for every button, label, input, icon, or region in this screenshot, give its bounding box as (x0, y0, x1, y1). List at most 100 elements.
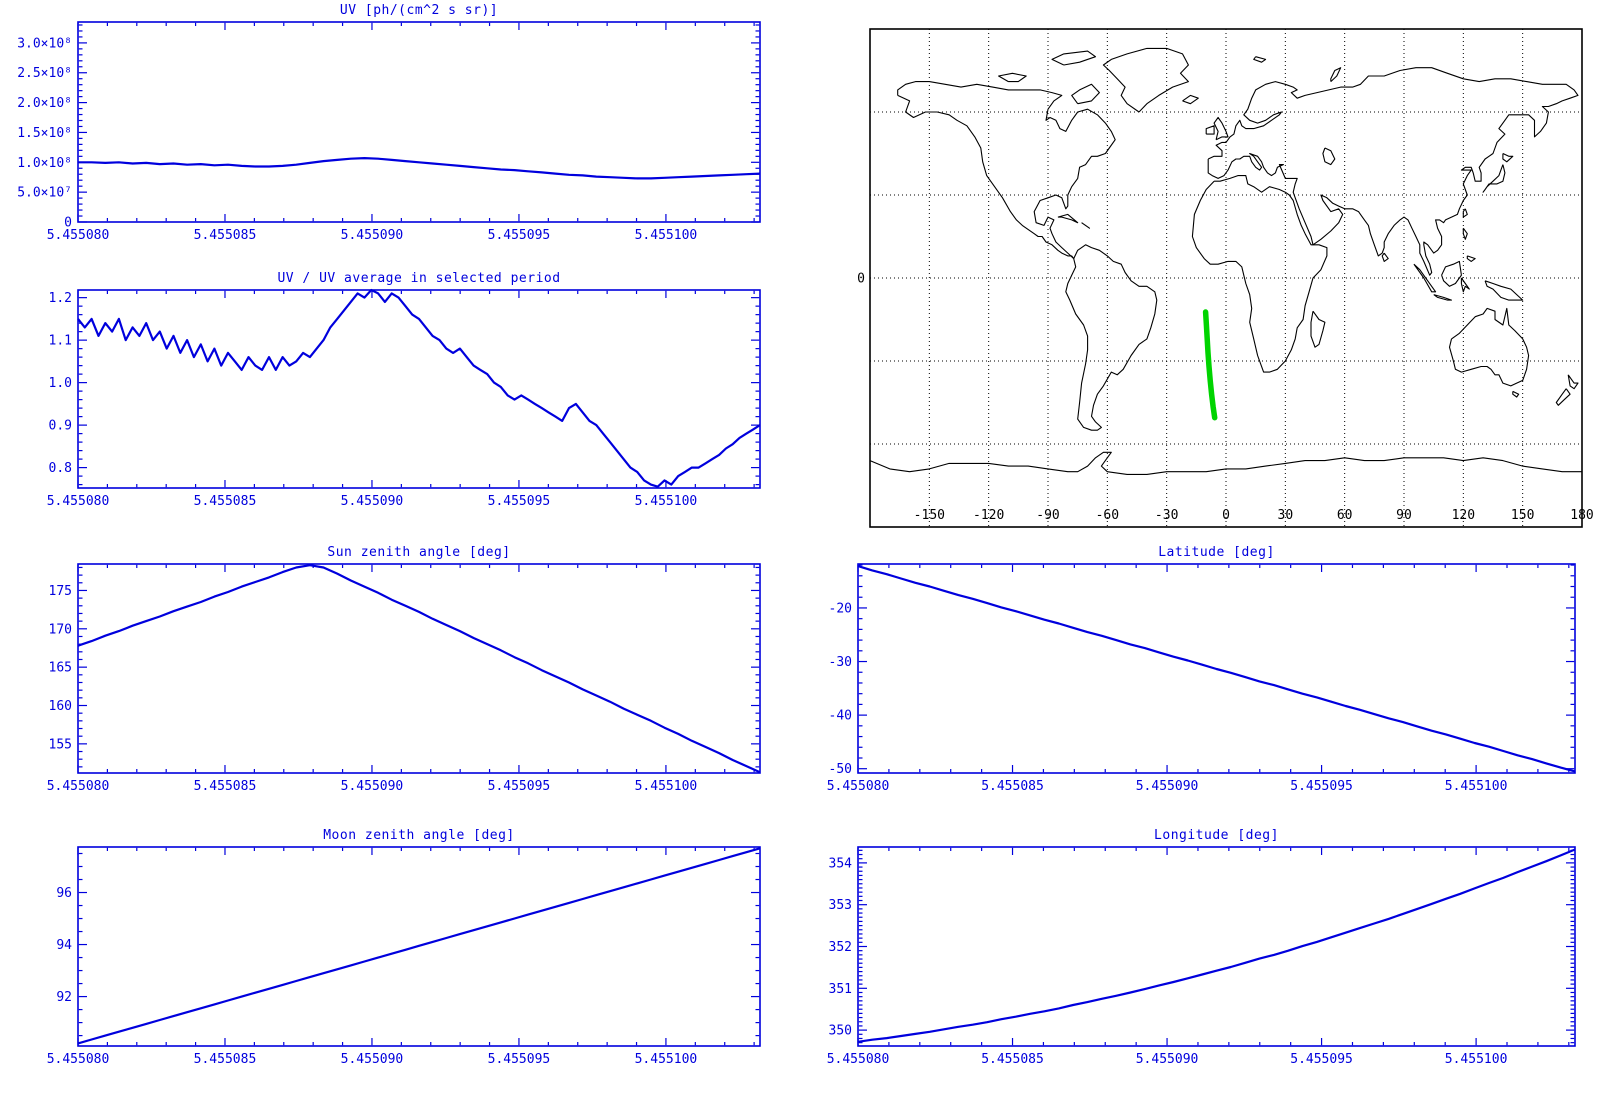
y-tick-label: 1.5×10⁸ (17, 126, 72, 141)
map-lon-label: 0 (1222, 508, 1230, 523)
map-lon-label: -60 (1096, 508, 1119, 523)
x-tick-label: 5.455085 (194, 779, 257, 794)
x-tick-label: 5.455085 (194, 1052, 257, 1067)
coastline-path (1462, 208, 1468, 218)
chart-moon-zenith-title: Moon zenith angle [deg] (323, 828, 515, 843)
x-tick-label: 5.455080 (47, 228, 110, 243)
x-tick-label: 5.455100 (635, 779, 698, 794)
data-line (77, 847, 761, 1045)
axis-frame (77, 563, 761, 774)
y-tick-label: -30 (829, 655, 852, 670)
coastline-path (1081, 222, 1091, 229)
x-tick-label: 5.455085 (194, 228, 257, 243)
x-tick-label: 5.455080 (47, 494, 110, 509)
y-tick-label: 160 (49, 699, 72, 714)
chart-sun-zenith-panel: Sun zenith angle [deg] 5.455080 5.455085 5… (0, 544, 774, 799)
y-tick-label: 3.0×10⁸ (17, 36, 72, 51)
coastline-path (1462, 227, 1468, 240)
x-tick-label: 5.455080 (827, 1052, 890, 1067)
x-tick-label: 5.455100 (635, 494, 698, 509)
y-tick-label: 352 (829, 940, 852, 955)
chart-latitude-panel: Latitude [deg] 5.455080 5.455085 5.455090 5… (780, 544, 1590, 799)
coastline-path (1213, 116, 1229, 141)
coastline-path (1182, 94, 1199, 105)
y-tick-label: -50 (829, 762, 852, 777)
x-tick-label: 5.455090 (341, 228, 404, 243)
map-lon-label: 90 (1396, 508, 1412, 523)
chart-latitude-plot: 5.455080 5.455085 5.455090 5.455095 5.455100… (827, 563, 1576, 794)
coastline-path (998, 72, 1027, 83)
coastline-path (1057, 213, 1079, 224)
x-tick-label: 5.455090 (341, 494, 404, 509)
axis-frame (857, 846, 1576, 1047)
y-tick-label: 0 (64, 216, 72, 231)
map-lon-label: 180 (1570, 508, 1593, 523)
world-map: -150 -120 -90 -60 -30 0 30 60 90 120 150 180 0 (857, 28, 1594, 528)
coastline-path (1253, 56, 1267, 63)
x-tick-label: 5.455095 (488, 494, 551, 509)
coastline-path (1051, 50, 1097, 66)
axis-frame (77, 21, 761, 223)
x-tick-label: 5.455085 (194, 494, 257, 509)
map-frame (869, 28, 1583, 528)
chart-latitude-title: Latitude [deg] (1158, 545, 1275, 560)
x-tick-label: 5.455080 (827, 779, 890, 794)
y-tick-label: 2.5×10⁸ (17, 66, 72, 81)
x-tick-label: 5.455090 (341, 779, 404, 794)
data-line (857, 848, 1576, 1043)
x-tick-label: 5.455095 (1290, 779, 1353, 794)
y-tick-label: -20 (829, 601, 852, 616)
x-tick-label: 5.455100 (635, 228, 698, 243)
x-tick-label: 5.455095 (488, 1052, 551, 1067)
coastline-path (1512, 390, 1520, 398)
chart-longitude-plot: 5.455080 5.455085 5.455090 5.455095 5.455100… (827, 846, 1576, 1067)
chart-uv-title: UV [ph/(cm^2 s sr)] (339, 3, 499, 18)
y-tick-label: 175 (49, 584, 72, 599)
world-map-panel: -150 -120 -90 -60 -30 0 30 60 90 120 150 180 0 (790, 28, 1600, 549)
y-tick-label: 350 (829, 1024, 852, 1039)
y-tick-label: 1.1 (49, 334, 72, 349)
coastline-path (1460, 277, 1470, 293)
x-tick-label: 5.455100 (1445, 779, 1508, 794)
chart-uv-ratio-title: UV / UV average in selected period (277, 271, 561, 286)
map-lon-label: 30 (1278, 508, 1294, 523)
coastline-path (1322, 147, 1336, 166)
chart-longitude-panel: Longitude [deg] 5.455080 5.455085 5.455090… (780, 827, 1590, 1072)
axis-frame (77, 846, 761, 1047)
coastline-path (1433, 294, 1453, 301)
map-lon-label: -30 (1155, 508, 1178, 523)
data-line (77, 564, 761, 774)
coastline-path (1310, 310, 1326, 348)
satellite-track (1202, 309, 1218, 421)
coastline-path (1065, 244, 1158, 431)
chart-uv-ratio-plot: 5.455080 5.455085 5.455090 5.455095 5.455100… (47, 288, 761, 509)
coastline-path (1567, 374, 1579, 390)
y-tick-label: 170 (49, 622, 72, 637)
x-tick-label: 5.455090 (1136, 779, 1199, 794)
y-tick-label: 1.2 (49, 291, 72, 306)
coastline-path (1207, 67, 1579, 276)
coastline-path (1381, 252, 1389, 262)
coastline-path (1330, 67, 1342, 83)
map-lon-label: -150 (914, 508, 945, 523)
coastline-path (1441, 260, 1462, 287)
coastline-path (1071, 83, 1100, 105)
x-tick-label: 5.455080 (47, 1052, 110, 1067)
x-tick-label: 5.455085 (981, 779, 1044, 794)
x-tick-label: 5.455090 (1136, 1052, 1199, 1067)
map-lon-label: 120 (1452, 508, 1475, 523)
coastline-path (1205, 125, 1215, 135)
chart-sun-zenith-plot: 5.455080 5.455085 5.455090 5.455095 5.455100… (47, 563, 761, 794)
coastline-path (1482, 164, 1506, 193)
axis-frame (857, 563, 1576, 774)
x-tick-label: 5.455090 (341, 1052, 404, 1067)
y-tick-label: 94 (56, 938, 72, 953)
y-tick-label: 0.8 (49, 461, 72, 476)
x-tick-label: 5.455080 (47, 779, 110, 794)
map-lon-label: -90 (1036, 508, 1059, 523)
x-tick-label: 5.455085 (981, 1052, 1044, 1067)
map-lon-label: -120 (973, 508, 1004, 523)
coastline-path (1102, 47, 1189, 113)
chart-uv-panel: UV [ph/(cm^2 s sr)] 5.455080 5.455085 5.45… (0, 2, 774, 248)
